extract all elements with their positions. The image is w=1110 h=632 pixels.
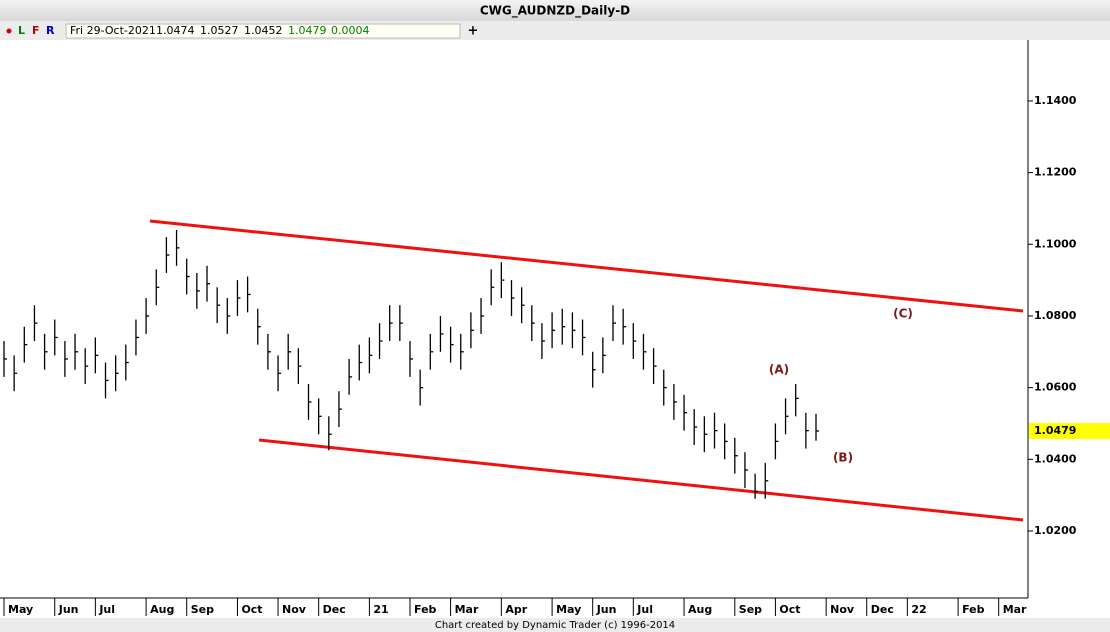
x-tick-label: Aug: [150, 603, 174, 616]
flag[interactable]: L: [18, 24, 25, 37]
title-bar: [0, 0, 1110, 21]
footer: Chart created by Dynamic Trader (c) 1996…: [435, 620, 675, 631]
status-dot: [6, 28, 12, 34]
x-tick-label: 21: [373, 603, 388, 616]
x-tick-label: Apr: [505, 603, 527, 616]
info-open: 1.0474: [156, 24, 195, 37]
y-tick-label: 1.0200: [1034, 524, 1077, 537]
last-price-label: 1.0479: [1034, 424, 1076, 437]
x-tick-label: Feb: [962, 603, 985, 616]
x-tick-label: Jul: [98, 603, 115, 616]
footer-bar: [0, 618, 1110, 632]
x-tick-label: Oct: [779, 603, 800, 616]
x-tick-label: Nov: [830, 603, 855, 616]
x-tick-label: 22: [911, 603, 926, 616]
flag[interactable]: R: [46, 24, 55, 37]
y-tick-label: 1.1400: [1034, 94, 1077, 107]
info-date: Fri 29-Oct-2021: [70, 24, 156, 37]
wave-label: (A): [769, 363, 789, 377]
x-tick-label: Jul: [636, 603, 653, 616]
chart-title: CWG_AUDNZD_Daily-D: [480, 4, 630, 19]
x-tick-label: Sep: [739, 603, 762, 616]
x-tick-label: Aug: [688, 603, 712, 616]
wave-label: (B): [833, 451, 853, 465]
trend-line: [258, 438, 1024, 522]
info-change: 0.0004: [331, 24, 370, 37]
x-tick-label: Nov: [282, 603, 307, 616]
x-tick-label: Mar: [455, 603, 479, 616]
trend-line: [149, 219, 1024, 313]
info-box: [65, 23, 461, 39]
info-close: 1.0479: [288, 24, 327, 37]
flag[interactable]: F: [32, 24, 40, 37]
x-tick-label: May: [8, 603, 33, 616]
x-tick-label: Oct: [241, 603, 262, 616]
y-tick-label: 1.1200: [1034, 166, 1077, 179]
y-tick-label: 1.0400: [1034, 452, 1077, 465]
x-tick-label: Mar: [1003, 603, 1027, 616]
y-tick-label: 1.0800: [1034, 309, 1077, 322]
x-tick-label: Feb: [414, 603, 437, 616]
info-high: 1.0527: [200, 24, 239, 37]
x-tick-label: Jun: [58, 603, 79, 616]
x-tick-label: Dec: [323, 603, 346, 616]
x-tick-label: Jun: [596, 603, 617, 616]
last-price-box: [1029, 422, 1110, 439]
info-low: 1.0452: [244, 24, 283, 37]
x-tick-label: Dec: [871, 603, 894, 616]
add-button[interactable]: +: [468, 24, 479, 39]
y-tick-label: 1.1000: [1034, 237, 1077, 250]
x-tick-label: May: [556, 603, 581, 616]
x-tick-label: Sep: [191, 603, 214, 616]
wave-label: (C): [893, 307, 913, 321]
y-tick-label: 1.0600: [1034, 381, 1077, 394]
